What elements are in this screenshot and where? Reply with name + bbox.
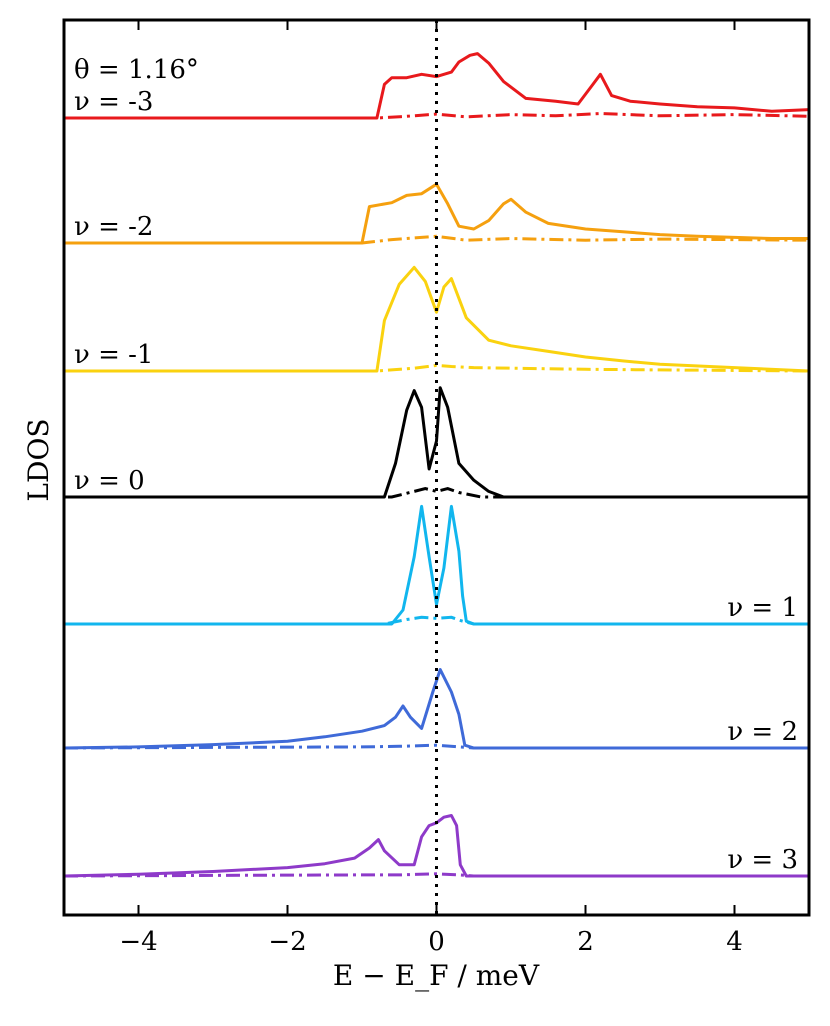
series-label-nu-3: ν = 3 [727,845,798,875]
series-nu--3-solid-line [64,52,810,120]
series-nu-3-solid-line [63,814,809,878]
x-tick-label: 2 [577,927,594,957]
series-nu--2-dashdot-line [64,234,810,245]
theta-annotation: θ = 1.16° [74,55,199,85]
series-nu--1-solid-line [64,265,810,373]
x-tick-label: −4 [119,927,157,957]
series-label-nu-1: ν = 1 [727,593,798,623]
plot-frame [62,18,811,917]
series-label-nu--1: ν = -1 [74,340,153,370]
x-tick-label: 4 [726,927,743,957]
curves-group [63,52,810,878]
series-nu-0-dashdot-line [64,487,809,499]
series-nu-2-solid-line [63,668,809,750]
series-label-nu-2: ν = 2 [727,717,798,747]
series-labels: ν = -3 ν = -2 ν = -1 ν = 0 ν = 1 ν = 2 ν = 3 [74,87,798,875]
x-tick-label: −2 [268,927,306,957]
series-nu--1-dashdot-line [64,363,810,373]
series-label-nu--3: ν = -3 [74,87,153,117]
x-axis-label: E − E_F / meV [333,959,540,992]
series-nu-1-solid-line [64,504,809,626]
x-tick-label: 0 [428,927,445,957]
series-label-nu-0: ν = 0 [74,466,145,496]
y-axis-label: LDOS [22,418,55,501]
x-axis-ticks: −4 −2 0 2 4 [119,20,743,957]
series-label-nu--2: ν = -2 [74,212,153,242]
series-nu--3-dashdot-line [64,111,810,120]
series-nu--2-solid-line [64,182,809,245]
series-nu-0-solid-line [64,386,809,499]
